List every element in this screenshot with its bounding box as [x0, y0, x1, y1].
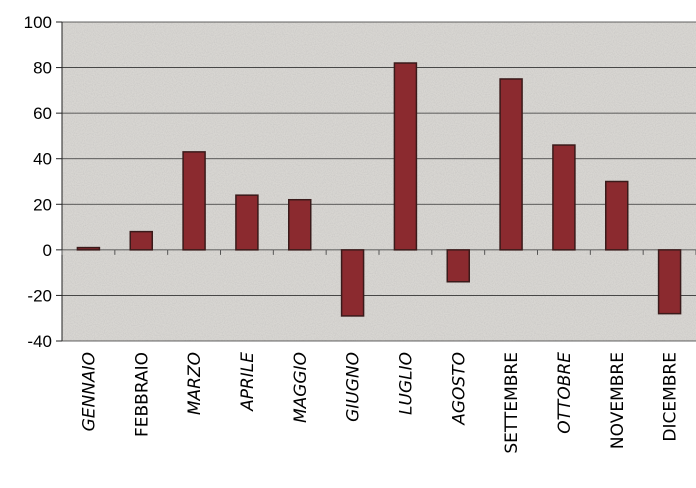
x-tick-label-giugno: GIUGNO: [344, 352, 364, 422]
y-tick-label: 80: [33, 59, 52, 78]
x-tick-label-maggio: MAGGIO: [291, 352, 311, 423]
x-tick-label-ottobre: OTTOBRE: [555, 352, 575, 434]
x-tick-label-febbraio: FEBBRAIO: [132, 352, 152, 437]
bar-marzo: [182, 151, 206, 251]
bar-febbraio: [129, 230, 153, 251]
x-tick-label-aprile: APRILE: [238, 352, 258, 412]
y-tick-label: 60: [33, 104, 52, 123]
y-tick-label: 0: [43, 241, 52, 260]
bar-agosto: [446, 249, 470, 283]
bar-novembre: [605, 180, 629, 251]
x-tick-label-marzo: MARZO: [185, 352, 205, 415]
y-tick-label: -40: [27, 332, 52, 351]
x-tick-label-settembre: SETTEMBRE: [502, 352, 522, 454]
bar-settembre: [499, 78, 523, 251]
bar-giugno: [340, 249, 365, 317]
plot-background: [62, 22, 696, 341]
y-tick-label: 40: [33, 150, 52, 169]
x-tick-label-luglio: LUGLIO: [396, 352, 416, 415]
plot-area: [62, 22, 696, 341]
y-tick-label: 20: [33, 195, 52, 214]
bar-dicembre: [657, 249, 682, 315]
y-tick-labels: -40 -20 0 20 40 60 80 100: [24, 13, 52, 351]
y-tick-label: 100: [24, 13, 52, 32]
y-tick-label: -20: [27, 286, 52, 305]
x-tick-label-agosto: AGOSTO: [449, 352, 469, 426]
x-tick-label-dicembre: DICEMBRE: [661, 352, 681, 442]
axes: [56, 21, 696, 342]
bar-maggio: [288, 198, 312, 251]
bars: [76, 62, 682, 317]
x-tick-label-gennaio: GENNAIO: [79, 352, 99, 431]
x-tick-label-novembre: NOVEMBRE: [608, 352, 628, 449]
bar-ottobre: [552, 144, 576, 251]
bar-luglio: [393, 62, 418, 251]
bar-gennaio: [76, 246, 101, 251]
bar-aprile: [235, 194, 259, 251]
x-tick-labels: GENNAIO FEBBRAIO MARZO APRILE MAGGIO GIUGNO LU…: [79, 352, 680, 454]
